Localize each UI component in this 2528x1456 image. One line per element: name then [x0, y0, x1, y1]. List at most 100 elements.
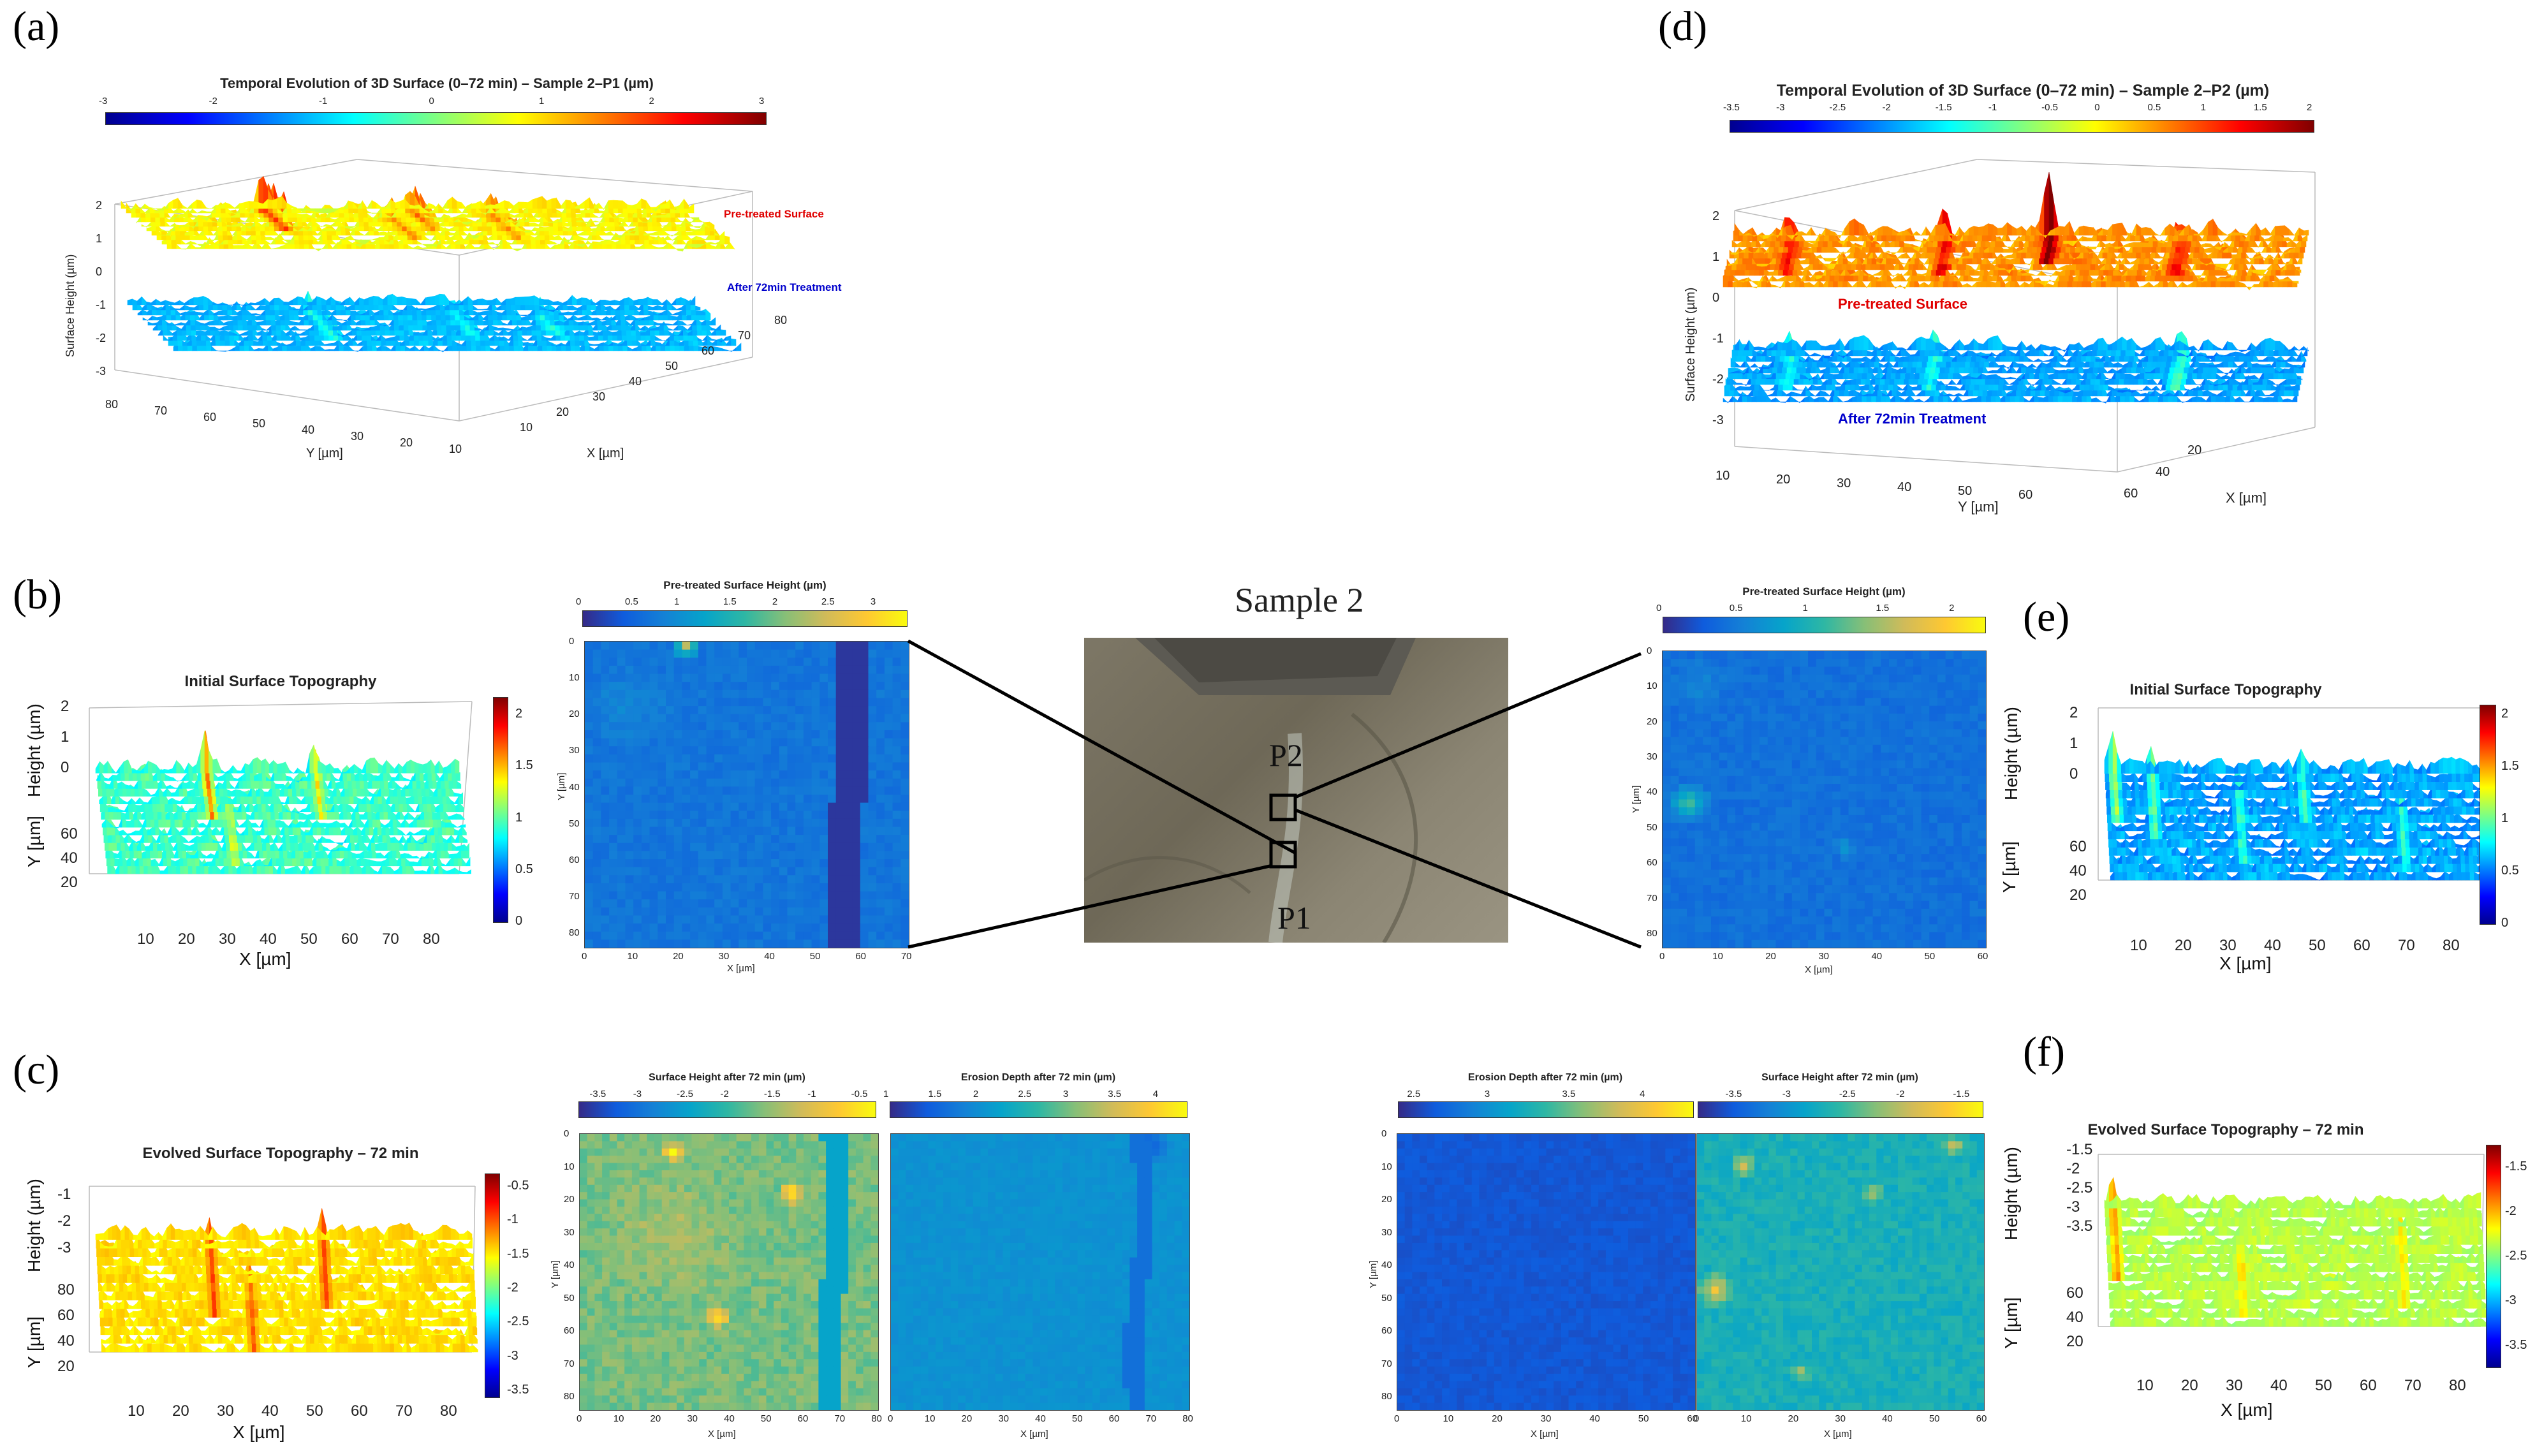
colorbar-tick-f2d_height-2: -2.5: [1839, 1089, 1856, 1099]
chart-b3d-xtick-7: 80: [423, 930, 440, 948]
chart-e3d-xtick-2: 30: [2219, 937, 2237, 954]
colorbar-tick-f2d_height-3: -2: [1896, 1089, 1905, 1099]
chart-d-ytick-2: 30: [1837, 476, 1851, 490]
chart-b2d-cells: [585, 642, 909, 948]
chart-f2d_erosion-ytick-1: 10: [1381, 1161, 1392, 1172]
chart-b2d-ytick-6: 60: [569, 854, 580, 865]
chart-e3d-ztick-2: 0: [2069, 765, 2078, 783]
colorbar-tick-c2d_height-0: -3.5: [589, 1089, 606, 1099]
chart-f2d_erosion-ytick-2: 20: [1381, 1194, 1392, 1205]
chart-b3d-ytick-0: 60: [61, 825, 78, 842]
chart-c2d_erosion-xtick-1: 10: [924, 1413, 936, 1424]
chart-f2d_erosion-xtick-5: 50: [1638, 1413, 1649, 1424]
colorbar-tick-b2d-4: 2: [772, 596, 778, 607]
chart-b3d-xtick-5: 60: [341, 930, 358, 948]
chart-e2d-ytick-4: 40: [1647, 786, 1657, 798]
chart-e2d-colorbar: [1663, 617, 1986, 633]
chart-e2d-ytick-1: 10: [1647, 680, 1657, 692]
label-p2: P2: [1269, 737, 1303, 773]
chart-e3d-xtick-0: 10: [2130, 937, 2147, 954]
colorbar-tick-f2d_erosion-2: 3.5: [1562, 1089, 1576, 1099]
chart-e2d-xtick-5: 50: [1924, 951, 1936, 962]
chart-c2d-height-colorbar: [578, 1101, 876, 1118]
chart-f3d-surface: [2104, 1177, 2487, 1327]
chart-b2d-ytick-4: 40: [569, 781, 580, 793]
chart-e2d-ylabel: Y [µm]: [1631, 785, 1642, 813]
sample-photo: [1084, 638, 1508, 943]
chart-e2d-ytick-5: 50: [1647, 821, 1657, 833]
chart-e3d-ylabel: Y [µm]: [1999, 841, 2019, 893]
colorbar-tick-c2d_height-6: -0.5: [851, 1089, 868, 1099]
chart-c2d-height-ylabel: Y [µm]: [550, 1260, 561, 1288]
chart-f3d-ytick-0: 60: [2066, 1284, 2083, 1302]
chart-f2d_erosion-xtick-2: 20: [1492, 1413, 1503, 1424]
chart-e3d-xtick-4: 50: [2309, 937, 2326, 954]
colorbar-tick-b2d-0: 0: [576, 596, 582, 607]
chart-a-ytick-7: 10: [449, 443, 462, 455]
colorbar-tick-f2d_height-1: -3: [1782, 1089, 1791, 1099]
panel-label-d: (d): [1658, 3, 1707, 50]
chart-e3d-xtick-7: 80: [2443, 937, 2460, 954]
chart-a-xtick-2: 30: [592, 390, 605, 403]
chart-b3d-xtick-2: 30: [219, 930, 236, 948]
colorbar-tick-f3d-4: -3.5: [2505, 1338, 2527, 1352]
chart-d-annotation-pre: Pre-treated Surface: [1838, 296, 1967, 312]
chart-f3d-xtick-1: 20: [2181, 1377, 2198, 1394]
colorbar-tick-a-4: 1: [539, 96, 545, 107]
colorbar-tick-b2d-6: 3: [870, 596, 876, 607]
colorbar-tick-b3d-1: 1.5: [515, 758, 533, 773]
chart-f2d_erosion-cells: [1397, 1134, 1695, 1410]
chart-e2d-xlabel: X [µm]: [1805, 964, 1833, 975]
chart-b2d-xtick-2: 20: [673, 951, 684, 962]
chart-b3d-xtick-3: 40: [260, 930, 277, 948]
colorbar-tick-c2d_erosion-4: 3: [1062, 1089, 1069, 1099]
chart-a-annotation-pre: Pre-treated Surface: [724, 208, 824, 220]
chart-d-ytick-1: 20: [1776, 473, 1790, 487]
chart-c3d-plot: -1 -2 -3 80 60 40 20 10 20 30 40 50 60 70 80: [57, 1186, 478, 1420]
chart-f3d-ytick-2: 20: [2066, 1333, 2083, 1350]
chart-c2d_height-xtick-6: 60: [797, 1413, 809, 1424]
chart-f3d-ztick-2: -2.5: [2066, 1179, 2092, 1196]
chart-c2d_height-xtick-7: 70: [834, 1413, 846, 1424]
chart-a-title: Temporal Evolution of 3D Surface (0–72 m…: [220, 75, 654, 91]
chart-f2d_height-xtick-2: 20: [1788, 1413, 1799, 1424]
chart-e2d-xtick-6: 60: [1977, 951, 1988, 962]
chart-c2d_height-ytick-3: 30: [564, 1226, 575, 1238]
chart-e3d-xtick-1: 20: [2175, 937, 2192, 954]
colorbar-tick-f2d_height-4: -1.5: [1953, 1089, 1970, 1099]
colorbar-tick-c3d-2: -1.5: [507, 1246, 529, 1261]
chart-f2d_height-xtick-4: 40: [1882, 1413, 1893, 1424]
colorbar-tick-a-2: -1: [319, 96, 328, 107]
photo-edge-2: [1084, 856, 1251, 894]
chart-d-ztick-4: -2: [1712, 372, 1724, 386]
chart-c2d_height-xtick-0: 0: [577, 1413, 582, 1424]
chart-f3d-ytick-1: 40: [2066, 1309, 2083, 1326]
chart-d-zlabel: Surface Height (µm): [1684, 287, 1698, 402]
chart-f2d_erosion-ytick-5: 50: [1381, 1292, 1392, 1304]
colorbar-tick-e3d-1: 1.5: [2501, 759, 2519, 773]
chart-b3d-ztick-2: 0: [61, 759, 69, 776]
chart-c2d_height-xtick-4: 40: [724, 1413, 735, 1424]
chart-e3d-xtick-5: 60: [2353, 937, 2370, 954]
colorbar-tick-c3d-4: -2.5: [507, 1314, 529, 1329]
chart-d-xtick-0: 20: [2187, 443, 2201, 457]
chart-c3d-ytick-1: 60: [57, 1307, 75, 1324]
chart-c2d-erosion-title: Erosion Depth after 72 min (µm): [960, 1072, 1116, 1083]
colorbar-tick-e2d-4: 2: [1949, 603, 1955, 614]
colorbar-tick-d-2: -2.5: [1829, 102, 1846, 113]
chart-c2d_height-xtick-1: 10: [613, 1413, 624, 1424]
chart-c2d_height-ytick-5: 50: [564, 1292, 575, 1304]
chart-c2d-height-map: [579, 1133, 879, 1411]
chart-c3d-surface: [95, 1208, 478, 1353]
chart-b2d-ytick-8: 80: [569, 927, 580, 939]
chart-f2d-erosion-colorbar: [1398, 1101, 1694, 1118]
chart-a-ytick-1: 70: [154, 404, 167, 417]
chart-a-ytick-3: 50: [253, 417, 265, 430]
colorbar-tick-c2d_erosion-5: 3.5: [1108, 1089, 1122, 1099]
chart-f2d-erosion-map: [1397, 1133, 1696, 1411]
chart-c3d-ylabel: Y [µm]: [24, 1316, 44, 1368]
chart-d-ytick-5: 60: [2018, 488, 2032, 502]
panel-label-a: (a): [13, 3, 60, 50]
